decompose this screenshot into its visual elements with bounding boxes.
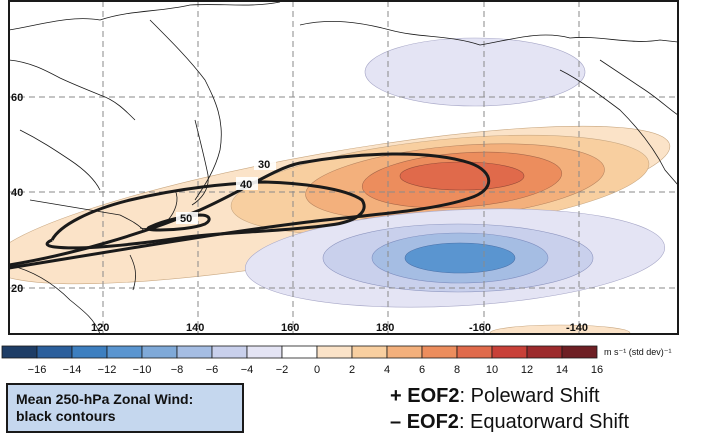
eof-minus-desc: : Equatorward Shift bbox=[458, 411, 630, 433]
colorbar-swatch bbox=[421, 345, 458, 359]
lat-label-60: 60 bbox=[11, 92, 23, 104]
colorbar-swatch bbox=[106, 345, 143, 359]
colorbar-swatch bbox=[491, 345, 528, 359]
graticule bbox=[9, 1, 678, 334]
lon-label-m140: -140 bbox=[566, 322, 588, 334]
eof-plus-sign: + bbox=[390, 385, 408, 407]
lat-label-40: 40 bbox=[11, 187, 23, 199]
eof-plus-desc: : Poleward Shift bbox=[459, 385, 600, 407]
colorbar-tick-label: 14 bbox=[556, 364, 568, 376]
colorbar-tick-label: 0 bbox=[314, 364, 320, 376]
colorbar-tick-label: −8 bbox=[171, 364, 184, 376]
colorbar-swatch bbox=[456, 345, 493, 359]
colorbar-unit: m s⁻¹ (std dev)⁻¹ bbox=[604, 347, 672, 357]
colorbar-swatch bbox=[176, 345, 213, 359]
colorbar-ticks: −16 −14 −12 −10 −8 −6 −4 −2 0 2 4 6 8 10 12 14 16 bbox=[28, 364, 603, 376]
colorbar-swatch bbox=[316, 345, 353, 359]
legend-line-2: black contours bbox=[16, 408, 116, 424]
colorbar-swatch bbox=[281, 345, 318, 359]
coastlines bbox=[9, 1, 678, 334]
colorbar-swatch bbox=[71, 345, 108, 359]
lon-label-160: 160 bbox=[281, 322, 299, 334]
colorbar-tick-label: −10 bbox=[133, 364, 152, 376]
eof-minus-sign: – bbox=[390, 411, 407, 433]
colorbar-tick-label: −4 bbox=[241, 364, 254, 376]
colorbar-swatch bbox=[211, 345, 248, 359]
colorbar-swatch bbox=[526, 345, 563, 359]
negative-anomaly-shading bbox=[244, 37, 666, 334]
colorbar-tick-label: −6 bbox=[206, 364, 219, 376]
colorbar-swatch bbox=[1, 345, 38, 359]
eof-plus-name: EOF2 bbox=[407, 385, 460, 407]
lon-label-120: 120 bbox=[91, 322, 109, 334]
colorbar-tick-label: 10 bbox=[486, 364, 498, 376]
contour-40 bbox=[45, 180, 366, 250]
colorbar: −16 −14 −12 −10 −8 −6 −4 −2 0 2 4 6 8 10 12 14 16 m s⁻¹ … bbox=[1, 345, 672, 376]
eof-minus-name: EOF2 bbox=[406, 411, 459, 433]
colorbar-tick-label: 12 bbox=[521, 364, 533, 376]
colorbar-tick-label: −12 bbox=[98, 364, 117, 376]
lon-label-180: 180 bbox=[376, 322, 394, 334]
legend-box: Mean 250-hPa Zonal Wind: black contours bbox=[6, 383, 244, 433]
lon-label-140: 140 bbox=[186, 322, 204, 334]
colorbar-tick-label: 6 bbox=[419, 364, 425, 376]
colorbar-tick-label: 16 bbox=[591, 364, 603, 376]
contour-label-40: 40 bbox=[240, 179, 252, 191]
contour-label-30: 30 bbox=[258, 159, 270, 171]
colorbar-tick-label: −16 bbox=[28, 364, 47, 376]
colorbar-tick-label: 4 bbox=[384, 364, 390, 376]
contour-label-50: 50 bbox=[180, 213, 192, 225]
colorbar-swatch bbox=[351, 345, 388, 359]
colorbar-tick-label: 2 bbox=[349, 364, 355, 376]
colorbar-swatches bbox=[1, 345, 598, 359]
lat-label-20: 20 bbox=[11, 283, 23, 295]
eof2-map: 30 40 50 60 40 20 120 140 160 180 -160 -… bbox=[8, 0, 679, 335]
legend-line-1: Mean 250-hPa Zonal Wind: bbox=[16, 391, 194, 407]
colorbar-tick-label: −2 bbox=[276, 364, 289, 376]
colorbar-swatch bbox=[246, 345, 283, 359]
colorbar-swatch bbox=[386, 345, 423, 359]
eof-description: + EOF2: Poleward Shift – EOF2: Equatorwa… bbox=[390, 383, 710, 435]
eof-positive-row: + EOF2: Poleward Shift bbox=[390, 383, 710, 409]
colorbar-swatch bbox=[561, 345, 598, 359]
colorbar-tick-label: 8 bbox=[454, 364, 460, 376]
eof-negative-row: – EOF2: Equatorward Shift bbox=[390, 409, 710, 435]
colorbar-tick-label: −14 bbox=[63, 364, 82, 376]
lon-label-m160: -160 bbox=[469, 322, 491, 334]
colorbar-swatch bbox=[141, 345, 178, 359]
colorbar-swatch bbox=[36, 345, 73, 359]
